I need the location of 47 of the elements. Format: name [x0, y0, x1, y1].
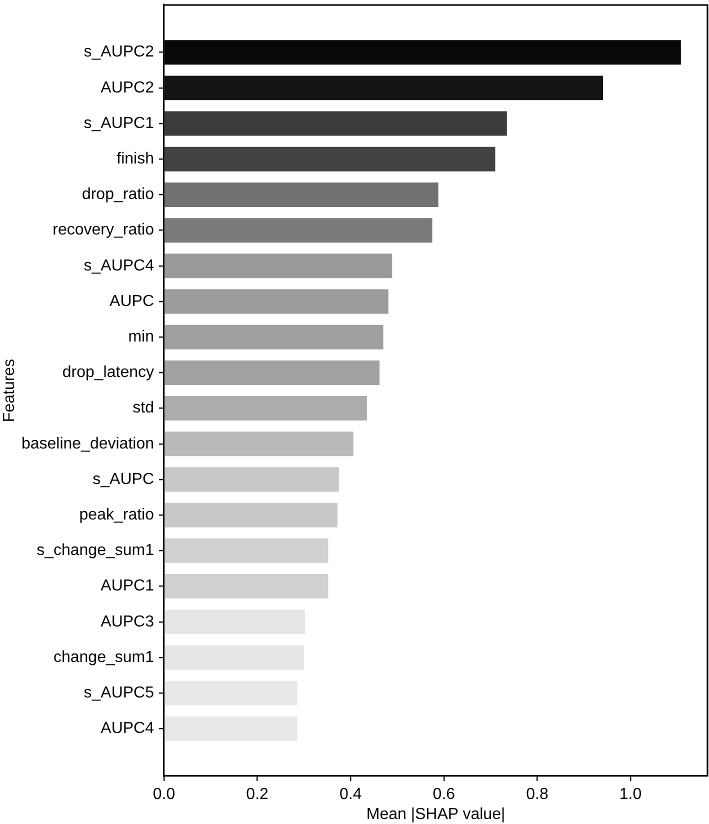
y-tick-label: s_AUPC4	[84, 257, 154, 274]
bar	[164, 218, 432, 243]
bar	[164, 538, 328, 563]
bar	[164, 610, 305, 634]
bar	[164, 111, 507, 136]
y-tick-label: finish	[116, 150, 154, 168]
y-tick-label: peak_ratio	[79, 506, 154, 524]
bar	[164, 432, 354, 456]
x-tick-label: 0.6	[432, 786, 456, 804]
y-tick-label: AUPC3	[100, 613, 154, 630]
bar	[164, 502, 338, 528]
x-tick-label: 0.2	[246, 786, 269, 804]
bar	[164, 182, 438, 207]
y-tick-label: s_AUPC1	[84, 114, 154, 132]
bar	[164, 76, 603, 100]
y-tick-label: baseline_deviation	[21, 435, 154, 452]
bar	[164, 574, 328, 599]
y-tick-label: drop_latency	[62, 364, 154, 382]
y-tick-label: s_AUPC5	[84, 684, 154, 702]
y-tick-label: recovery_ratio	[52, 222, 154, 239]
y-tick-label: s_change_sum1	[36, 542, 154, 560]
y-tick-label: change_sum1	[53, 648, 154, 666]
bar	[164, 324, 384, 350]
bar	[164, 680, 298, 706]
x-tick-label: 0.0	[152, 786, 176, 804]
x-axis-title: Mean |SHAP value|	[366, 806, 506, 823]
bar	[164, 360, 380, 385]
bar	[164, 254, 392, 278]
y-tick-label: AUPC2	[100, 79, 154, 96]
x-tick-label: 0.8	[526, 786, 548, 804]
x-tick-label: 0.4	[339, 786, 362, 804]
x-tick-label: 1.0	[619, 786, 642, 804]
bar	[164, 716, 298, 741]
y-tick-label: s_AUPC	[92, 470, 154, 488]
bar	[164, 289, 388, 314]
y-tick-label: std	[132, 400, 154, 417]
y-axis-title: Features	[1, 358, 18, 422]
y-tick-label: AUPC4	[100, 720, 154, 738]
y-tick-label: AUPC	[110, 292, 154, 310]
y-tick-label: min	[128, 328, 154, 346]
y-tick-label: drop_ratio	[82, 186, 154, 204]
bar	[164, 467, 339, 492]
bar	[164, 146, 496, 172]
bar	[164, 645, 304, 670]
y-tick-label: s_AUPC2	[84, 44, 154, 61]
bar	[164, 396, 367, 421]
y-tick-label: AUPC1	[100, 578, 154, 595]
